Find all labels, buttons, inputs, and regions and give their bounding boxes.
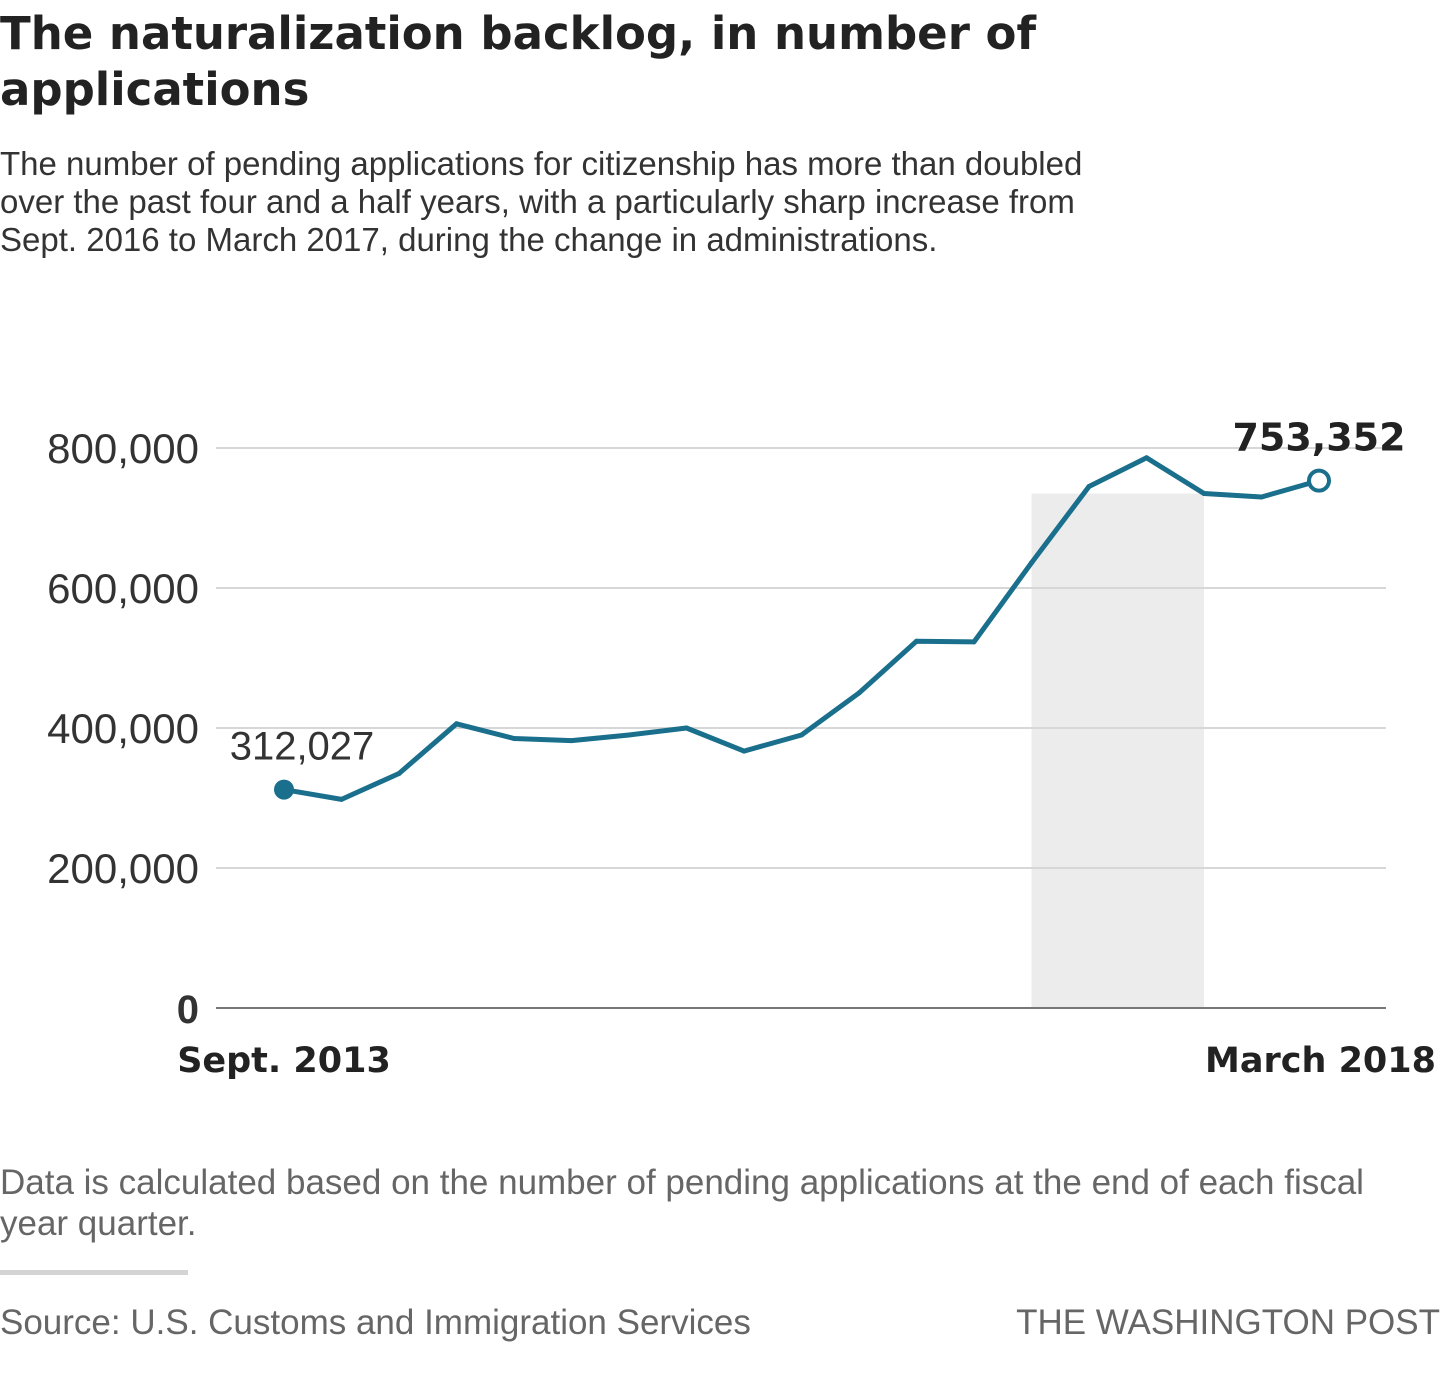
data-point	[1086, 484, 1092, 489]
start-point-marker	[274, 779, 294, 800]
x-axis-end-label: March 2018	[1205, 1041, 1436, 1081]
y-tick-label: 200,000	[47, 845, 199, 892]
data-point	[741, 748, 747, 754]
data-point	[454, 721, 459, 727]
data-point	[1259, 494, 1264, 500]
data-point	[856, 690, 862, 696]
y-tick-label: 0	[177, 988, 199, 1032]
y-tick-label: 800,000	[47, 425, 199, 472]
publisher-credit: THE WASHINGTON POST	[1016, 1303, 1440, 1342]
data-point	[1029, 560, 1034, 566]
administration-change-band	[1031, 493, 1204, 1008]
line-chart: 0 200,000 400,000 600,000 800,000 312,027 75…	[47, 416, 1436, 1081]
gridlines	[216, 447, 1386, 869]
chart-subtitle: The number of pending applications for c…	[0, 145, 1083, 258]
data-point	[396, 771, 402, 776]
data-point	[339, 796, 344, 802]
y-tick-label: 400,000	[47, 705, 199, 752]
data-point	[1144, 455, 1149, 461]
start-value-label: 312,027	[230, 725, 375, 769]
x-axis-start-label: Sept. 2013	[177, 1041, 391, 1081]
data-point	[511, 736, 517, 741]
y-tick-label: 600,000	[47, 565, 199, 612]
data-point	[914, 638, 919, 644]
source-line: Source: U.S. Customs and Immigration Ser…	[0, 1303, 751, 1342]
end-value-label: 753,352	[1232, 416, 1405, 460]
series-points	[281, 455, 1322, 802]
data-point	[1201, 491, 1207, 496]
data-point	[626, 732, 632, 738]
data-point	[569, 738, 574, 744]
chart-footnote: Data is calculated based on the number o…	[0, 1163, 1364, 1243]
footer-divider	[0, 1270, 188, 1275]
data-point	[799, 732, 804, 738]
data-point	[971, 639, 977, 645]
y-axis-tick-labels: 0 200,000 400,000 600,000 800,000	[47, 425, 199, 1032]
data-point	[684, 725, 689, 731]
end-point-marker	[1307, 468, 1331, 493]
chart-title: The naturalization backlog, in number of…	[0, 7, 1037, 116]
